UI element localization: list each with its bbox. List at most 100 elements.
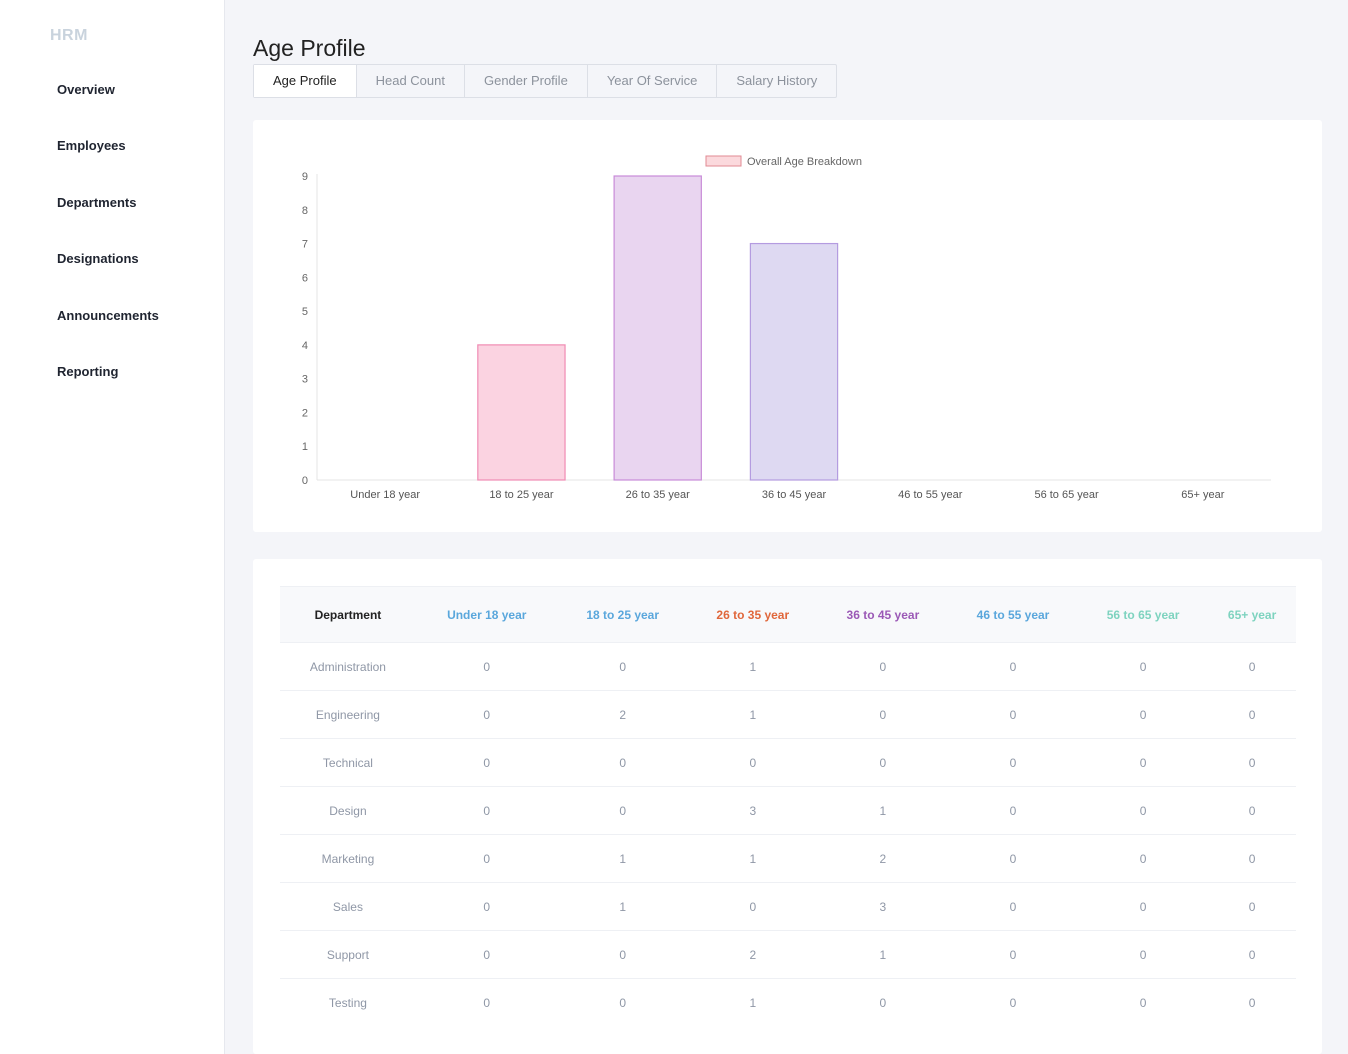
tab-head-count[interactable]: Head Count — [357, 65, 465, 97]
y-tick-label: 3 — [302, 374, 308, 386]
department-cell: Sales — [280, 882, 416, 931]
count-cell: 0 — [947, 642, 1079, 691]
count-cell: 0 — [947, 786, 1079, 835]
y-tick-label: 6 — [302, 272, 308, 284]
count-cell: 0 — [1208, 882, 1296, 931]
department-cell: Marketing — [280, 834, 416, 883]
tab-age-profile[interactable]: Age Profile — [254, 65, 357, 97]
x-tick-label: 65+ year — [1181, 489, 1224, 501]
count-cell: 0 — [947, 690, 1079, 739]
sidebar: HRM Overview Employees Departments Desig… — [0, 0, 225, 1054]
count-cell: 0 — [947, 738, 1079, 787]
table-header-row: Department Under 18 year 18 to 25 year 26 t… — [280, 586, 1296, 643]
count-cell: 0 — [817, 690, 948, 739]
count-cell: 0 — [415, 786, 558, 835]
count-cell: 0 — [879, 995, 887, 1010]
tab-salary-history[interactable]: Salary History — [736, 73, 818, 88]
x-tick-label: 46 to 55 year — [898, 489, 963, 501]
count-cell: 0 — [557, 930, 688, 979]
count-cell: 0 — [1078, 738, 1209, 787]
count-cell: 0 — [1208, 834, 1296, 883]
y-tick-label: 8 — [302, 205, 308, 217]
brand-logo[interactable]: HRM — [50, 27, 88, 44]
count-cell: 0 — [1078, 690, 1209, 739]
count-cell: 0 — [415, 834, 558, 883]
column-header: Under 18 year — [415, 586, 558, 643]
sidebar-item-departments[interactable]: Departments — [57, 195, 137, 210]
column-header: 36 to 45 year — [817, 586, 948, 643]
tab-year-of-service[interactable]: Year Of Service — [588, 65, 718, 97]
department-cell: Support — [280, 930, 416, 979]
department-cell: Administration — [280, 642, 416, 691]
count-cell: 3 — [687, 786, 818, 835]
count-cell: 1 — [817, 786, 948, 835]
y-tick-label: 7 — [302, 239, 308, 251]
age-profile-table: Department Under 18 year 18 to 25 year 26 t… — [280, 586, 1296, 1026]
table-row: Engineering 0 2 1 0 0 0 0 — [280, 690, 1296, 739]
table-row: Technical 0 0 0 0 0 0 0 — [280, 738, 1296, 787]
count-cell: 1 — [557, 882, 688, 931]
count-cell: 0 — [557, 786, 688, 835]
count-cell: 0 — [947, 834, 1079, 883]
y-tick-label: 9 — [302, 171, 308, 183]
column-header: 46 to 55 year — [947, 586, 1079, 643]
table-row: Testing 0 0 1 0 0 0 0 — [280, 979, 1296, 1027]
sidebar-item-overview[interactable]: Overview — [57, 82, 115, 97]
count-cell: 0 — [817, 738, 948, 787]
chart-bar — [613, 175, 702, 481]
count-cell: 1 — [817, 930, 948, 979]
count-cell: 2 — [687, 930, 818, 979]
table-row: Sales 0 1 0 3 0 0 0 — [280, 882, 1296, 931]
count-cell: 1 — [557, 834, 688, 883]
count-cell: 2 — [557, 690, 688, 739]
count-cell: 0 — [947, 930, 1079, 979]
count-cell: 0 — [1078, 786, 1209, 835]
count-cell: 1 — [687, 690, 818, 739]
count-cell: 0 — [483, 995, 491, 1010]
count-cell: 0 — [415, 882, 558, 931]
chart-bar — [749, 242, 839, 481]
department-cell: Testing — [328, 995, 367, 1010]
tab-gender-profile[interactable]: Gender Profile — [465, 65, 588, 97]
column-header: Department — [280, 586, 416, 643]
department-cell: Engineering — [280, 690, 416, 739]
count-cell: 0 — [1078, 930, 1209, 979]
table-row: Marketing 0 1 1 2 0 0 0 — [280, 834, 1296, 883]
y-tick-label: 2 — [302, 407, 308, 419]
x-tick-label: 56 to 65 year — [1034, 489, 1099, 501]
count-cell: 0 — [415, 642, 558, 691]
table-row: Administration 0 0 1 0 0 0 0 — [280, 642, 1296, 691]
count-cell: 0 — [415, 690, 558, 739]
main-content: Age Profile Age Profile Head Count Gende… — [226, 0, 1348, 1054]
department-cell: Design — [280, 786, 416, 835]
count-cell: 1 — [687, 642, 818, 691]
column-header: 26 to 35 year — [687, 586, 818, 643]
age-table-card: Department Under 18 year 18 to 25 year 26 t… — [253, 559, 1322, 1054]
y-tick-label: 0 — [302, 475, 308, 487]
sidebar-item-employees[interactable]: Employees — [57, 138, 126, 153]
y-tick-label: 5 — [302, 306, 308, 318]
count-cell: 0 — [1208, 642, 1296, 691]
count-cell: 0 — [947, 882, 1079, 931]
count-cell: 0 — [687, 738, 818, 787]
count-cell: 1 — [749, 995, 757, 1010]
age-chart-card: 0 1 2 3 4 5 6 7 8 9 Under 18 year 18 to 25 year 26 t… — [253, 120, 1322, 532]
x-tick-label: Under 18 year — [350, 489, 420, 501]
count-cell: 0 — [619, 995, 627, 1010]
x-tick-label: 18 to 25 year — [489, 489, 554, 501]
count-cell: 2 — [817, 834, 948, 883]
column-header: 65+ year — [1208, 586, 1296, 643]
legend-label: Overall Age Breakdown — [747, 156, 862, 168]
count-cell: 0 — [1078, 642, 1209, 691]
table-row: Support 0 0 2 1 0 0 0 — [280, 930, 1296, 979]
table-row: Design 0 0 3 1 0 0 0 — [280, 786, 1296, 835]
sidebar-item-announcements[interactable]: Announcements — [57, 308, 159, 323]
column-header: 18 to 25 year — [557, 586, 688, 643]
sidebar-item-designations[interactable]: Designations — [57, 251, 139, 266]
count-cell: 0 — [1208, 786, 1296, 835]
count-cell: 0 — [1009, 995, 1017, 1010]
count-cell: 1 — [687, 834, 818, 883]
count-cell: 0 — [1208, 738, 1296, 787]
sidebar-item-reporting[interactable]: Reporting — [57, 364, 119, 379]
count-cell: 0 — [1139, 995, 1147, 1010]
